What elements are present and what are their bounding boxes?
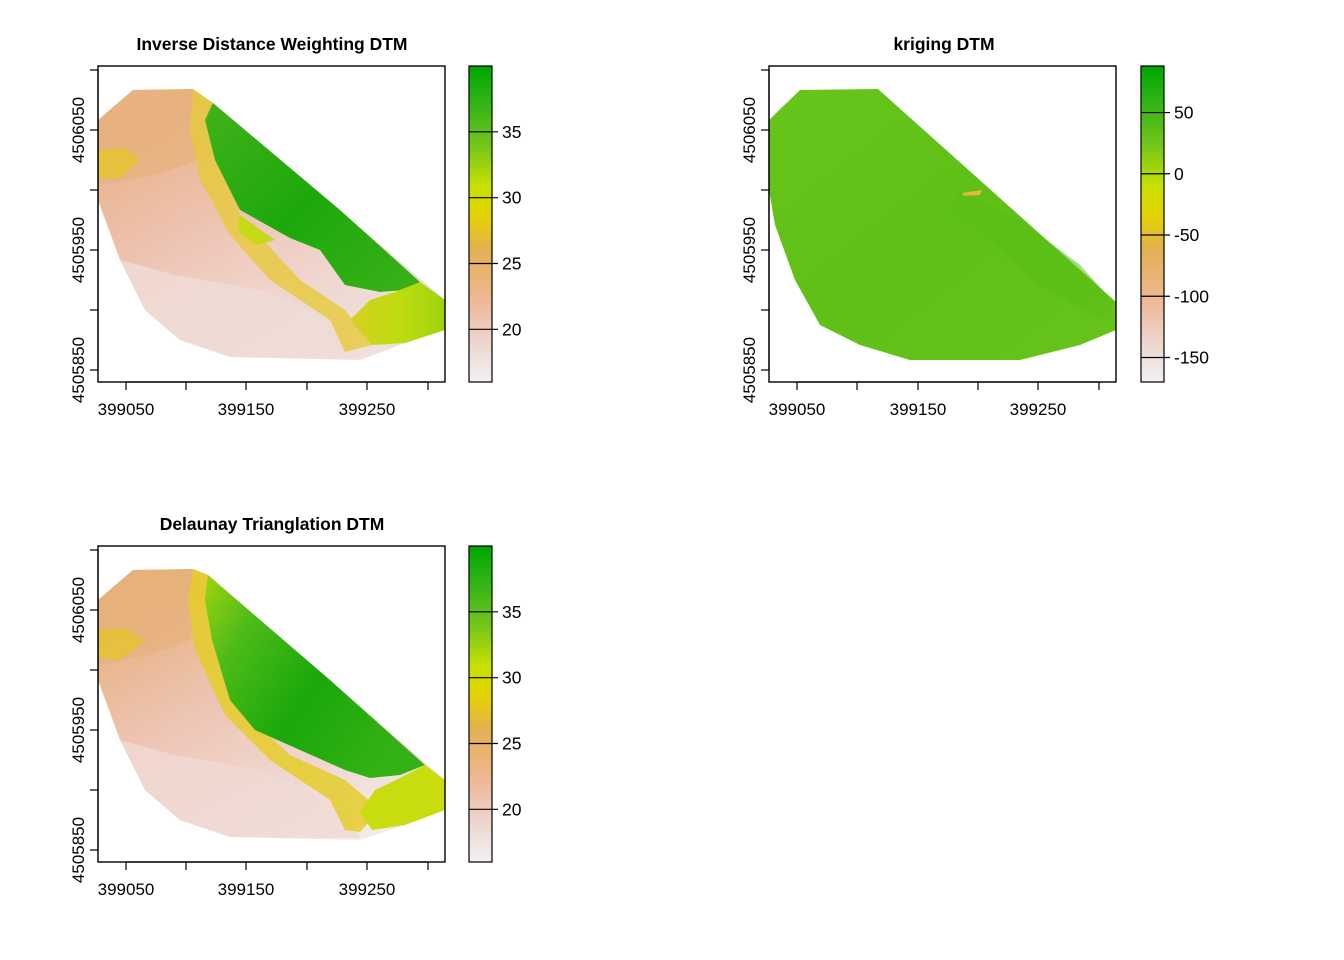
kriging-legend-bar	[1140, 65, 1165, 383]
idw-x-tick-label: 399050	[98, 400, 155, 419]
idw-patch-yellow	[238, 215, 275, 245]
idw-legend: 20 25 30 35	[468, 65, 522, 383]
kriging-raster	[769, 89, 1116, 360]
delaunay-x-tick-label: 399050	[98, 880, 155, 899]
idw-y-tick-label: 4505850	[69, 337, 88, 403]
delaunay-panel: Delaunay Trianglation DTM 399050 399150 …	[69, 514, 522, 899]
kriging-ridge	[950, 190, 1116, 320]
idw-x-axis: 399050 399150 399250	[98, 381, 429, 419]
delaunay-y-axis: 4505850 4505950 4506050	[69, 549, 99, 883]
kriging-legend: -150 -100 -50 0 50	[1140, 65, 1209, 383]
delaunay-legend-bar	[468, 545, 493, 863]
legend-label: -150	[1174, 348, 1209, 368]
kriging-x-tick-label: 399050	[769, 400, 826, 419]
kriging-x-tick-label: 399150	[890, 400, 947, 419]
legend-label: 0	[1174, 164, 1184, 184]
delaunay-x-axis: 399050 399150 399250	[98, 861, 429, 899]
delaunay-y-tick-label: 4505850	[69, 817, 88, 883]
delaunay-title: Delaunay Trianglation DTM	[160, 514, 385, 534]
legend-label: 25	[502, 734, 521, 754]
legend-label: -50	[1174, 225, 1200, 245]
kriging-title: kriging DTM	[893, 34, 994, 54]
delaunay-yellow-green	[360, 765, 445, 830]
kriging-anomaly	[962, 190, 982, 196]
kriging-surface	[769, 89, 1116, 360]
kriging-y-axis: 4505850 4505950 4506050	[740, 69, 770, 403]
kriging-y-tick-label: 4506050	[740, 97, 759, 163]
idw-title: Inverse Distance Weighting DTM	[137, 34, 408, 54]
delaunay-y-tick-label: 4506050	[69, 577, 88, 643]
kriging-y-tick-label: 4505950	[740, 217, 759, 283]
idw-panel: Inverse Distance Weighting DTM 399050 39…	[69, 34, 522, 419]
idw-yellow-green	[350, 282, 445, 345]
legend-label: 25	[502, 254, 521, 274]
legend-label: 20	[502, 319, 522, 339]
legend-label: 50	[1174, 103, 1194, 123]
kriging-panel: kriging DTM 399050 399150 399250	[740, 34, 1209, 419]
idw-lower-light	[120, 260, 360, 358]
legend-label: 35	[502, 122, 521, 142]
delaunay-green-zone	[205, 575, 425, 778]
legend-label: 35	[502, 602, 521, 622]
delaunay-lower-light	[120, 740, 360, 838]
delaunay-legend: 20 25 30 35	[468, 545, 522, 863]
delaunay-x-tick-label: 399150	[218, 880, 275, 899]
kriging-x-axis: 399050 399150 399250	[769, 381, 1100, 419]
idw-raster	[98, 89, 445, 360]
delaunay-y-tick-label: 4505950	[69, 697, 88, 763]
kriging-x-tick-label: 399250	[1010, 400, 1067, 419]
legend-label: 30	[502, 668, 522, 688]
legend-label: 30	[502, 188, 522, 208]
idw-green-zone	[205, 103, 420, 292]
legend-label: 20	[502, 799, 522, 819]
idw-y-tick-label: 4505950	[69, 217, 88, 283]
idw-x-tick-label: 399250	[339, 400, 396, 419]
idw-y-tick-label: 4506050	[69, 97, 88, 163]
idw-y-axis: 4505850 4505950 4506050	[69, 69, 99, 403]
idw-x-tick-label: 399150	[218, 400, 275, 419]
delaunay-x-tick-label: 399250	[339, 880, 396, 899]
kriging-y-tick-label: 4505850	[740, 337, 759, 403]
delaunay-raster	[98, 569, 445, 840]
delaunay-left-yellow	[98, 628, 145, 660]
legend-label: -100	[1174, 286, 1209, 306]
idw-legend-bar	[468, 65, 493, 383]
idw-left-yellow	[98, 148, 140, 178]
